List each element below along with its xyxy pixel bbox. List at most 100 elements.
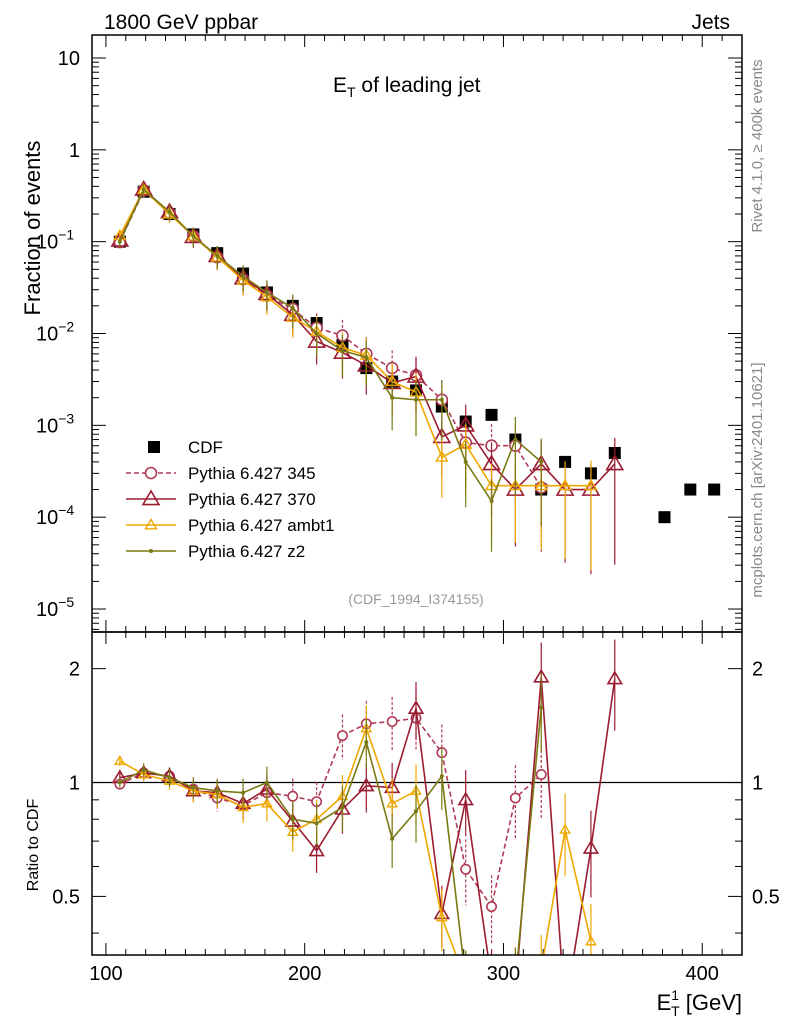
data-point <box>513 437 518 442</box>
legend-label: Pythia 6.427 370 <box>188 490 316 509</box>
data-point <box>407 700 425 714</box>
ratio-y-tick-label: 1 <box>69 773 80 795</box>
ratio-series-2 <box>111 639 623 1015</box>
legend-label: Pythia 6.427 z2 <box>188 542 305 561</box>
header-left: 1800 GeV ppbar <box>104 11 258 34</box>
data-point <box>386 797 399 808</box>
data-point <box>117 239 122 244</box>
data-point <box>558 1003 572 1015</box>
data-point <box>535 769 547 780</box>
data-point <box>559 823 571 834</box>
y-tick-label: 1 <box>69 140 80 162</box>
ratio-y-tick-label: 2 <box>69 659 80 681</box>
series-line <box>119 189 542 489</box>
data-point <box>358 777 375 792</box>
data-point <box>658 511 671 524</box>
data-point <box>364 739 369 744</box>
data-point <box>364 355 369 360</box>
legend-label: CDF <box>188 438 223 457</box>
y-tick-label: 10−3 <box>36 410 74 437</box>
data-point <box>340 348 345 353</box>
data-point <box>167 775 172 780</box>
ratio-y-tick-label-right: 2 <box>752 659 763 681</box>
ratio-line <box>119 717 542 909</box>
legend-entry: Pythia 6.427 ambt1 <box>126 516 334 535</box>
data-point <box>290 817 295 822</box>
legend: CDF Pythia 6.427 345 Pythia 6.427 370 Pythi… <box>126 438 334 561</box>
data-point <box>582 839 600 854</box>
data-point <box>117 780 122 785</box>
x-tick-label: 400 <box>686 963 719 985</box>
data-point <box>509 985 523 997</box>
data-point <box>137 768 150 779</box>
ratio-y-tick-label-right: 1 <box>752 773 763 795</box>
y-tick-label: 10−2 <box>36 319 74 346</box>
data-point <box>390 836 395 841</box>
data-point <box>314 821 319 826</box>
data-point <box>261 797 273 808</box>
data-point <box>241 274 246 279</box>
legend-label: Pythia 6.427 345 <box>188 464 316 483</box>
data-point <box>606 670 623 685</box>
data-point <box>489 499 494 504</box>
mcplots-label: mcplots.cern.ch [arXiv:2401.10621] <box>749 362 766 597</box>
data-point <box>237 801 249 812</box>
main-plot: 10 1 10−1 10−2 10−3 10−4 10−5 <box>36 35 743 955</box>
legend-entry: Pythia 6.427 370 <box>126 489 316 509</box>
data-point <box>509 792 521 804</box>
ratio-frame <box>91 631 743 956</box>
y-tick-label: 10−5 <box>36 594 74 621</box>
legend-label: Pythia 6.427 ambt1 <box>188 516 334 535</box>
data-point <box>457 791 474 806</box>
data-point <box>314 331 319 336</box>
header-right: Jets <box>691 11 730 34</box>
data-point <box>191 785 196 790</box>
data-point <box>241 790 246 795</box>
data-point <box>463 459 468 464</box>
ratio-line <box>119 725 592 955</box>
data-point <box>215 788 220 793</box>
ratio-y-axis-label: Ratio to CDF <box>25 799 42 892</box>
legend-entry: Pythia 6.427 z2 <box>126 542 305 561</box>
x-axis-label: E1 T [GeV] <box>657 987 742 1019</box>
data-point <box>585 935 597 946</box>
x-tick-label: 300 <box>487 963 520 985</box>
y-axis-label: Fraction of events <box>20 141 45 316</box>
ratio-series-3 <box>113 705 597 1014</box>
data-point <box>539 705 544 710</box>
data-point <box>558 478 572 491</box>
data-point <box>149 549 153 553</box>
data-point <box>464 978 468 982</box>
data-point <box>336 730 348 742</box>
ratio-series-4 <box>117 672 544 982</box>
data-point <box>191 234 196 239</box>
series-1 <box>113 184 548 552</box>
data-point <box>414 809 419 814</box>
data-point <box>461 976 470 984</box>
plot-title: ET of leading jet <box>333 74 481 100</box>
x-tick-label: 100 <box>89 963 122 985</box>
data-point <box>215 253 220 258</box>
legend-entry: Pythia 6.427 345 <box>126 464 316 483</box>
ratio-line <box>119 707 543 955</box>
data-point <box>264 290 269 295</box>
data-point <box>537 965 546 973</box>
data-point <box>144 466 158 480</box>
data-point <box>264 780 269 785</box>
data-point <box>340 805 345 810</box>
data-point <box>439 397 444 402</box>
data-point <box>435 911 448 922</box>
y-tick-label: 10−4 <box>36 502 74 529</box>
ratio-y-tick-label-right: 0.5 <box>752 886 780 908</box>
data-point <box>605 454 625 471</box>
data-point <box>539 459 544 464</box>
data-point <box>390 395 395 400</box>
data-point <box>485 408 498 421</box>
data-point <box>144 518 158 530</box>
data-point <box>290 305 295 310</box>
analysis-label: (CDF_1994_I374155) <box>348 591 483 607</box>
data-point <box>487 1006 496 1014</box>
data-point <box>141 187 146 192</box>
data-point <box>460 863 472 875</box>
